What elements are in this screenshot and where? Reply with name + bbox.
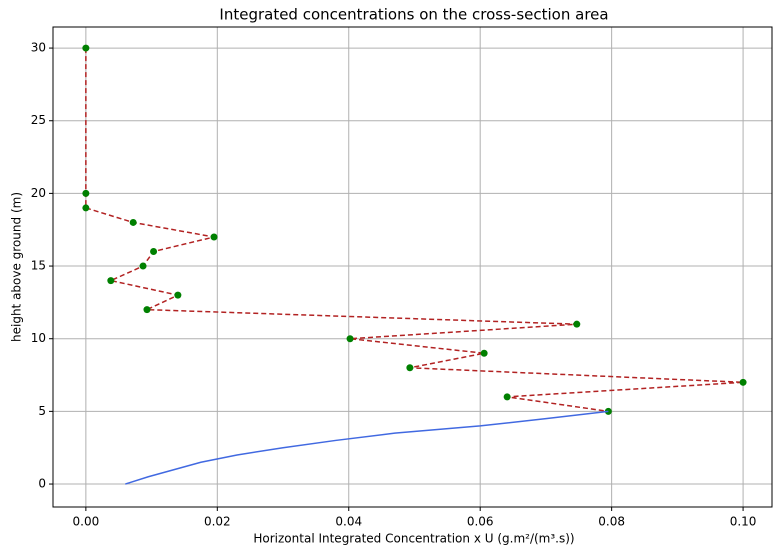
y-tick-label: 15 — [31, 259, 46, 273]
point — [503, 393, 511, 401]
x-tick-label: 0.04 — [335, 515, 362, 529]
point — [82, 204, 90, 212]
point — [150, 248, 158, 256]
series-line — [85, 48, 744, 413]
point — [82, 189, 90, 197]
x-tick-label: 0.08 — [598, 515, 625, 529]
point — [139, 262, 147, 270]
y-tick-label: 10 — [31, 331, 46, 345]
y-tick-label: 30 — [31, 41, 46, 55]
chart-title: Integrated concentrations on the cross-s… — [219, 6, 608, 24]
point — [107, 277, 115, 285]
y-tick-label: 25 — [31, 113, 46, 127]
point — [143, 306, 151, 314]
point — [210, 233, 218, 241]
series-line — [125, 410, 609, 485]
plot-frame — [52, 26, 773, 508]
y-axis-label: height above ground (m) — [10, 192, 24, 342]
point — [346, 335, 354, 343]
point — [739, 378, 747, 386]
point — [82, 44, 90, 52]
x-axis-label: Horizontal Integrated Concentration x U … — [253, 532, 574, 546]
y-tick-label: 20 — [31, 186, 46, 200]
point — [406, 364, 414, 372]
x-tick-label: 0.10 — [730, 515, 757, 529]
point — [129, 218, 137, 226]
point — [480, 349, 488, 357]
point — [573, 320, 581, 328]
x-tick-label: 0.00 — [73, 515, 100, 529]
x-tick-label: 0.06 — [467, 515, 494, 529]
x-tick-label: 0.02 — [204, 515, 231, 529]
point — [174, 291, 182, 299]
y-tick-label: 5 — [38, 404, 46, 418]
y-tick-label: 0 — [38, 477, 46, 491]
